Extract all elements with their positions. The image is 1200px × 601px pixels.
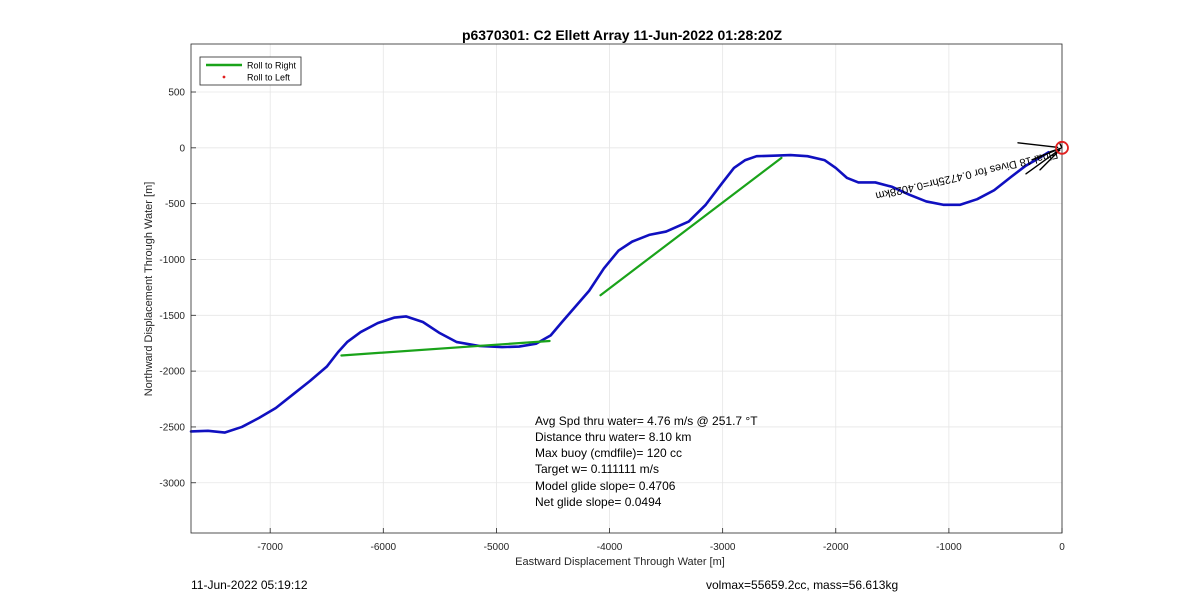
legend-box xyxy=(199,56,302,86)
end-position-marker xyxy=(1055,140,1069,155)
annotation-line: Net glide slope= 0.0494 xyxy=(535,495,662,509)
legend-swatch-roll-left xyxy=(222,75,226,79)
y-axis-label: Northward Displacement Through Water [m] xyxy=(143,182,155,397)
x-tick-label: -7000 xyxy=(257,542,283,553)
annotation-line: Distance thru water= 8.10 km xyxy=(535,430,691,444)
x-tick-label: -2000 xyxy=(823,542,849,553)
x-tick-label: -6000 xyxy=(371,542,397,553)
x-tick-label: -4000 xyxy=(597,542,623,553)
roll-right-segment xyxy=(340,339,551,357)
final-dive-vector xyxy=(1017,142,1059,149)
y-tick-label: -3000 xyxy=(159,478,185,489)
annotation-line: Target w= 0.111111 m/s xyxy=(535,462,659,476)
annotation-line: Model glide slope= 0.4706 xyxy=(535,479,676,493)
y-tick-label: -1500 xyxy=(159,311,185,322)
legend-label-roll-right: Roll to Right xyxy=(247,61,297,71)
x-tick-label: -1000 xyxy=(936,542,962,553)
x-tick-label: -5000 xyxy=(484,542,510,553)
annotation-line: Avg Spd thru water= 4.76 m/s @ 251.7 °T xyxy=(535,414,758,428)
y-tick-label: -1000 xyxy=(159,255,185,266)
y-tick-label: 0 xyxy=(179,143,185,154)
y-tick-label: -500 xyxy=(165,199,185,210)
chart-title: p6370301: C2 Ellett Array 11-Jun-2022 01… xyxy=(462,27,783,43)
y-tick-label: -2000 xyxy=(159,367,185,378)
trajectory-line xyxy=(189,150,1050,434)
tick-labels: -7000 -6000 -5000 -4000 -3000 -2000 -1000 0-300… xyxy=(159,88,1065,553)
y-tick-label: -2500 xyxy=(159,422,185,433)
footer-volmax-mass: volmax=55659.2cc, mass=56.613kg xyxy=(706,578,899,592)
footer-timestamp: 11-Jun-2022 05:19:12 xyxy=(191,578,308,592)
final-dive-vector xyxy=(1025,149,1060,175)
x-axis-label: Eastward Displacement Through Water [m] xyxy=(515,556,725,568)
axes-box xyxy=(190,43,1063,534)
plot-area: -7000 -6000 -5000 -4000 -3000 -2000 -1000 0-300… xyxy=(159,43,1065,553)
final-dive-vector xyxy=(1049,147,1062,153)
legend: Roll to Right Roll to Left xyxy=(199,56,302,86)
legend-label-roll-left: Roll to Left xyxy=(247,73,291,83)
y-tick-label: 500 xyxy=(168,88,185,99)
final-dive-vector xyxy=(1039,149,1061,171)
final-dive-vector xyxy=(1059,143,1063,149)
axes-background xyxy=(191,44,1062,533)
x-tick-label: -3000 xyxy=(710,542,736,553)
annotation-line: Max buoy (cmdfile)= 120 cc xyxy=(535,446,682,460)
series-layer xyxy=(189,150,1050,434)
stats-annotation: Avg Spd thru water= 4.76 m/s @ 251.7 °T … xyxy=(535,414,758,509)
x-tick-label: 0 xyxy=(1059,542,1065,553)
roll-right-segment xyxy=(599,156,783,297)
